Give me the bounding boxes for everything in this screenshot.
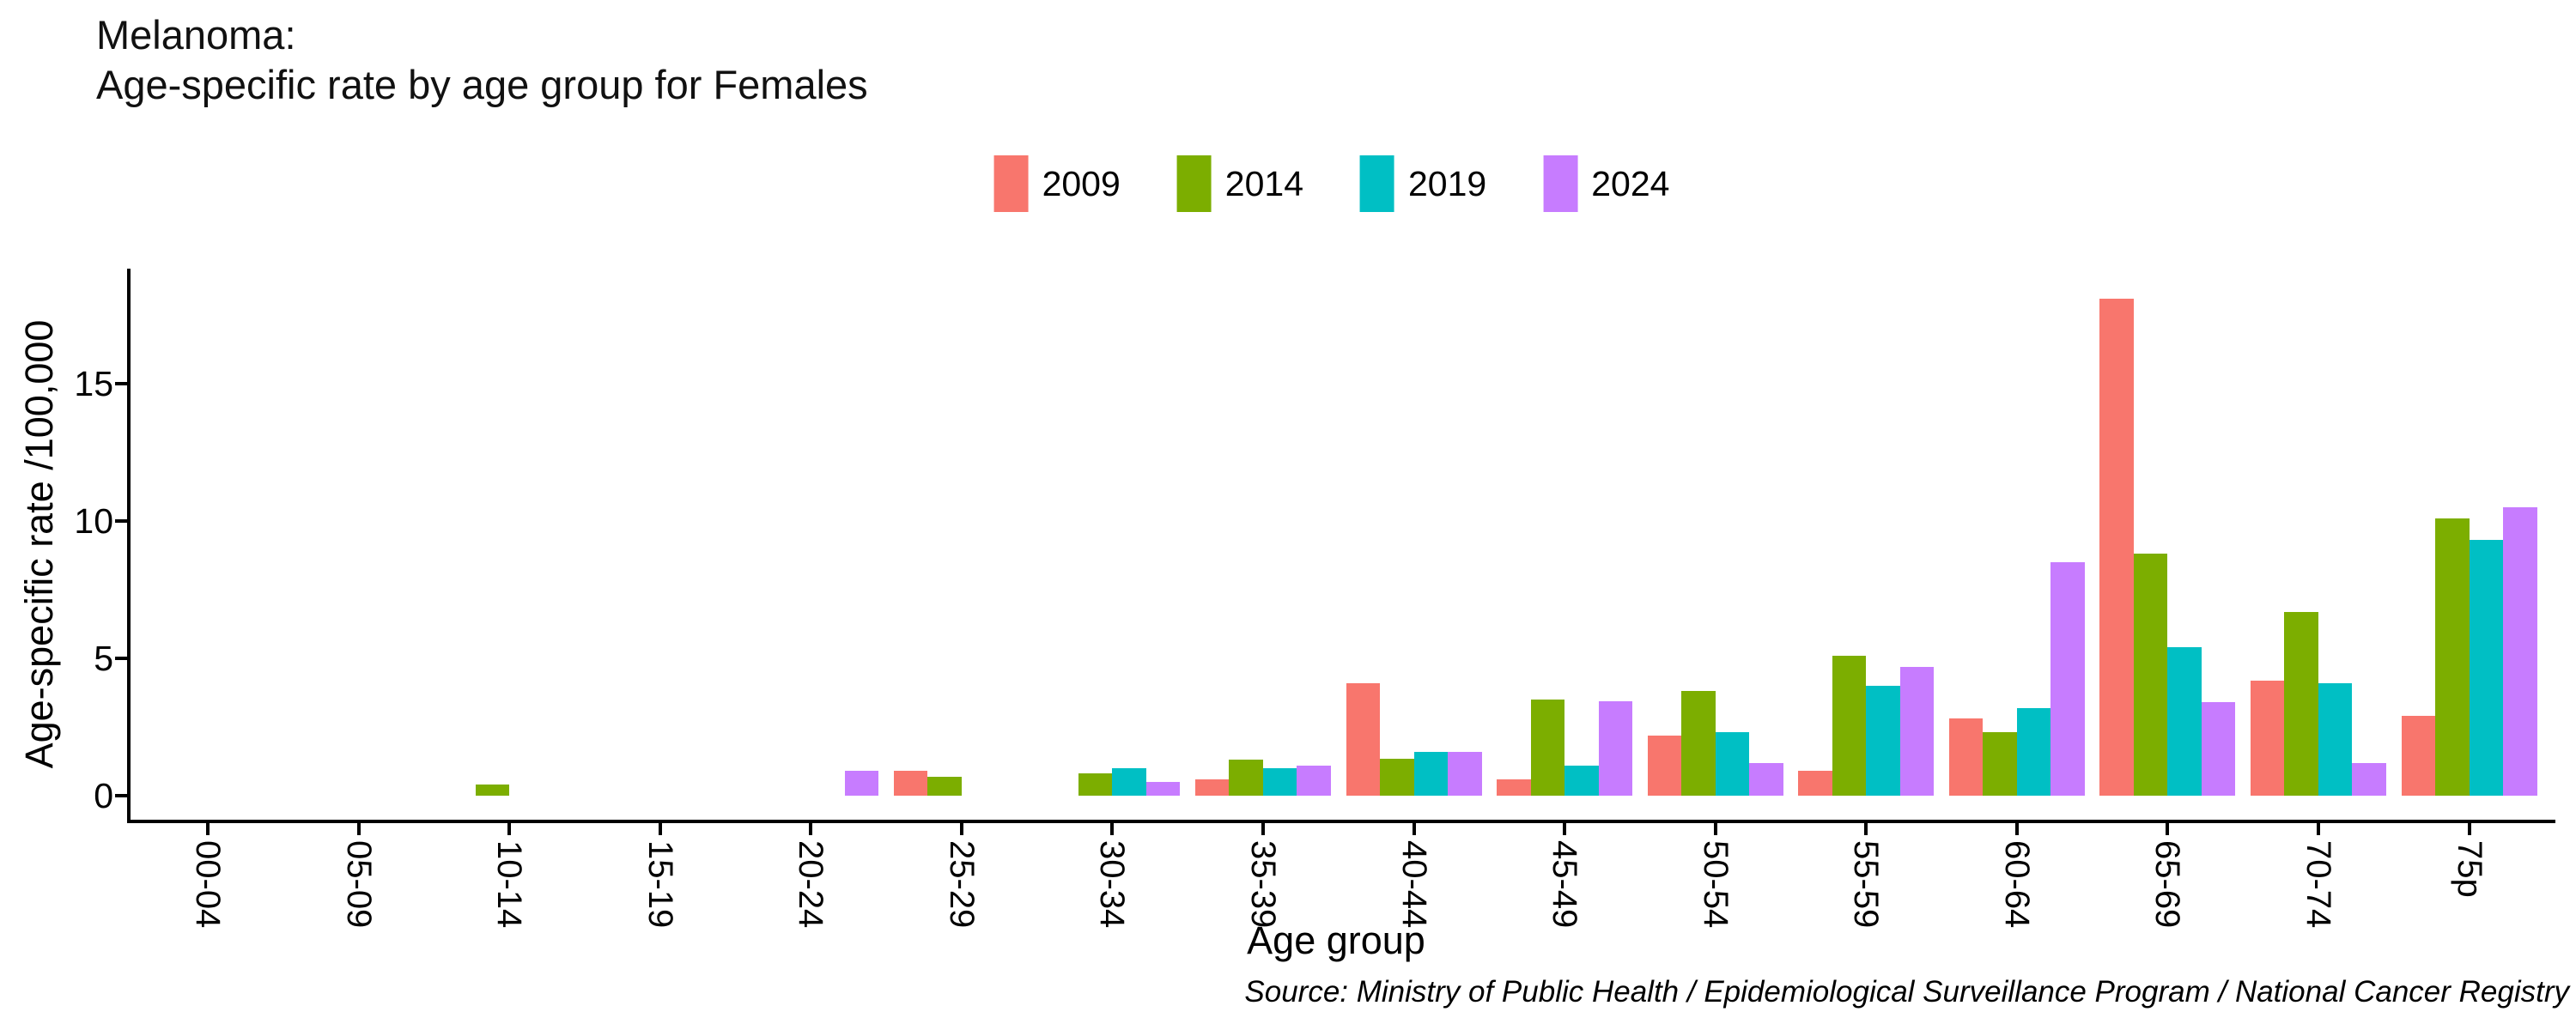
bar-2009-50-54 — [1647, 735, 1682, 796]
bar-2009-70-74 — [2250, 680, 2285, 796]
legend: 2009 2014 2019 2024 — [993, 155, 1669, 212]
bar-2019-35-39 — [1262, 768, 1297, 796]
x-tick-10-14 — [507, 823, 512, 835]
bar-2019-60-64 — [2016, 707, 2051, 796]
y-tick-label-0: 0 — [94, 776, 113, 815]
bar-2019-55-59 — [1866, 686, 1900, 796]
bar-2024-75p — [2503, 507, 2537, 796]
bar-2009-25-29 — [893, 771, 928, 796]
bar-2014-40-44 — [1380, 758, 1414, 796]
legend-swatch-2024 — [1543, 155, 1578, 212]
legend-swatch-2009 — [993, 155, 1029, 212]
x-tick-35-39 — [1261, 823, 1265, 835]
x-tick-05-09 — [356, 823, 361, 835]
bar-2014-70-74 — [2284, 611, 2318, 796]
bar-2024-45-49 — [1598, 700, 1633, 796]
bar-2009-65-69 — [2099, 298, 2134, 796]
bar-2024-55-59 — [1899, 666, 1935, 796]
bar-2014-45-49 — [1530, 700, 1565, 796]
bar-2024-50-54 — [1749, 762, 1783, 796]
y-tick-5 — [115, 657, 127, 660]
legend-label-2009: 2009 — [1042, 163, 1121, 203]
bar-2014-35-39 — [1229, 760, 1263, 796]
x-axis-title: Age group — [1247, 918, 1425, 962]
chart-title-line1: Melanoma: — [96, 12, 296, 58]
chart-title-line2: Age-specific rate by age group for Femal… — [96, 62, 868, 107]
bar-2024-35-39 — [1297, 765, 1331, 796]
legend-label-2014: 2014 — [1224, 163, 1303, 203]
y-tick-0 — [115, 794, 127, 797]
legend-swatch-2019 — [1360, 155, 1394, 212]
bar-2014-75p — [2435, 518, 2470, 796]
bar-2019-65-69 — [2167, 647, 2202, 796]
y-tick-10 — [115, 519, 127, 523]
bar-2024-30-34 — [1145, 782, 1181, 796]
bar-2024-40-44 — [1448, 751, 1482, 796]
bar-2014-55-59 — [1832, 655, 1867, 796]
bar-2019-75p — [2469, 540, 2504, 796]
x-tick-40-44 — [1412, 823, 1416, 835]
x-tick-75p — [2467, 823, 2471, 835]
bar-2019-45-49 — [1564, 765, 1599, 796]
bar-2009-60-64 — [1948, 718, 1984, 796]
bar-2024-20-24 — [844, 771, 879, 796]
bar-2024-70-74 — [2352, 762, 2386, 796]
x-tick-70-74 — [2316, 823, 2320, 835]
legend-item-2014: 2014 — [1176, 155, 1303, 212]
legend-item-2009: 2009 — [993, 155, 1121, 212]
x-tick-30-34 — [1110, 823, 1115, 835]
y-tick-label-15: 15 — [74, 364, 113, 403]
bar-2024-60-64 — [2050, 562, 2085, 796]
legend-swatch-2014 — [1176, 155, 1212, 212]
x-tick-20-24 — [809, 823, 813, 835]
bar-2014-60-64 — [1983, 732, 2017, 796]
bar-2009-35-39 — [1194, 779, 1230, 796]
x-tick-65-69 — [2166, 823, 2170, 835]
x-tick-25-29 — [959, 823, 963, 835]
bar-2009-55-59 — [1798, 771, 1832, 796]
bar-2019-50-54 — [1715, 732, 1750, 796]
bar-2019-30-34 — [1112, 768, 1146, 796]
bar-2014-30-34 — [1078, 773, 1113, 796]
y-tick-15 — [115, 382, 127, 385]
legend-item-2019: 2019 — [1360, 155, 1486, 212]
bar-2014-50-54 — [1681, 691, 1716, 796]
bar-2014-10-14 — [475, 785, 510, 796]
x-tick-15-19 — [658, 823, 662, 835]
x-tick-60-64 — [2014, 823, 2019, 835]
legend-label-2019: 2019 — [1408, 163, 1487, 203]
bar-2009-40-44 — [1346, 682, 1381, 796]
legend-label-2024: 2024 — [1591, 163, 1670, 203]
bar-2009-75p — [2401, 716, 2436, 796]
legend-item-2024: 2024 — [1543, 155, 1669, 212]
bar-2009-45-49 — [1497, 779, 1531, 796]
y-axis-line — [127, 269, 131, 823]
bar-2024-65-69 — [2201, 702, 2236, 796]
bar-2019-70-74 — [2318, 682, 2353, 796]
x-tick-45-49 — [1563, 823, 1567, 835]
bar-2019-40-44 — [1413, 751, 1449, 796]
y-tick-label-5: 5 — [94, 639, 113, 678]
y-tick-label-10: 10 — [74, 501, 113, 541]
source-credit: Source: Ministry of Public Health / Epid… — [1244, 975, 2569, 1009]
x-tick-50-54 — [1713, 823, 1717, 835]
x-tick-55-59 — [1864, 823, 1868, 835]
bar-2014-65-69 — [2133, 554, 2168, 796]
x-tick-00-04 — [206, 823, 210, 835]
bar-2014-25-29 — [927, 776, 962, 796]
x-axis-line — [127, 820, 2555, 823]
